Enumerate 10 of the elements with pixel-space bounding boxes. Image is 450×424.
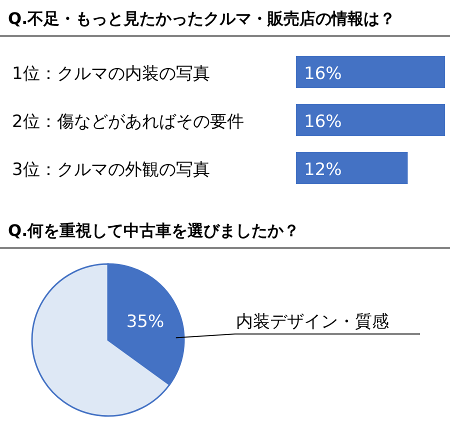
y-tick-label: 3位：クルマの外観の写真 (12, 160, 210, 180)
data-label: 12% (304, 160, 342, 180)
data-label: 16% (304, 112, 342, 132)
data-label: 16% (304, 64, 342, 84)
data-label: 35% (126, 312, 164, 332)
chart-title: Q.不足・もっと見たかったクルマ・販売店の情報は？ (8, 9, 396, 28)
y-tick-label: 2位：傷などがあればその要件 (12, 112, 244, 132)
slice-label: 内装デザイン・質感 (236, 312, 389, 332)
y-tick-label: 1位：クルマの内装の写真 (12, 64, 210, 84)
chart-title: Q.何を重視して中古車を選びましたか？ (8, 221, 300, 240)
